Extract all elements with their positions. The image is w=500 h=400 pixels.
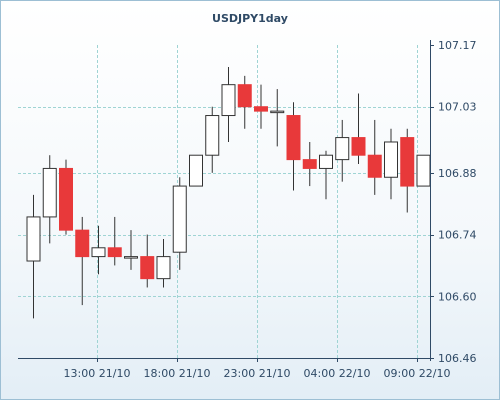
candle <box>42 155 57 244</box>
x-tick-label: 23:00 21/10 <box>224 367 291 380</box>
candle <box>319 150 333 200</box>
candle-body-up <box>270 110 285 114</box>
candle <box>400 128 415 213</box>
y-tick-label: 106.46 <box>438 352 477 365</box>
candle <box>189 154 203 187</box>
candle-body-up <box>124 256 138 259</box>
candle-body-down <box>75 229 90 258</box>
y-tick-label: 106.74 <box>438 229 477 242</box>
candle <box>205 106 220 173</box>
y-tick-label: 106.60 <box>438 290 477 303</box>
candle-body-up <box>189 154 203 187</box>
y-tick-label: 107.03 <box>438 101 477 114</box>
candle <box>416 154 431 187</box>
candle-body-down <box>367 154 382 178</box>
y-axis-ticks: 106.46 106.60 106.74 106.88 107.03 107.17 <box>430 39 477 365</box>
candle <box>59 159 73 235</box>
candle <box>75 216 90 306</box>
x-tick-label: 04:00 22/10 <box>304 367 371 380</box>
candles <box>26 67 431 319</box>
candle <box>335 119 350 182</box>
candle-body-up <box>91 247 106 258</box>
candle-body-up <box>319 154 333 169</box>
y-tick-label: 106.88 <box>438 167 477 180</box>
candle-body-down <box>254 106 268 112</box>
chart-title: USDJPY1day <box>212 12 288 25</box>
candle-body-up <box>221 84 236 117</box>
x-tick-label: 13:00 21/10 <box>64 367 131 380</box>
candle-body-up <box>205 115 220 156</box>
candle-body-down <box>59 167 73 231</box>
x-tick-label: 09:00 22/10 <box>384 367 451 380</box>
candle-body-up <box>335 137 350 161</box>
candle <box>91 225 106 275</box>
candle <box>384 128 398 200</box>
candle-body-up <box>26 216 41 262</box>
candle <box>237 75 252 129</box>
candle <box>156 238 171 288</box>
candle-body-down <box>400 137 415 187</box>
candle-body-up <box>416 154 431 187</box>
candle <box>221 67 236 142</box>
candle <box>270 89 285 147</box>
candle-body-down <box>286 115 301 161</box>
candle <box>286 102 301 191</box>
candle-body-down <box>140 256 155 280</box>
candle-body-down <box>237 84 252 108</box>
candle <box>367 119 382 195</box>
candle <box>351 93 366 165</box>
candle-body-up <box>384 141 398 178</box>
candle-body-up <box>42 167 57 218</box>
x-tick-label: 18:00 21/10 <box>144 367 211 380</box>
candle <box>254 84 268 129</box>
candle-body-up <box>172 185 187 253</box>
candle <box>302 141 317 187</box>
candle-body-up <box>156 256 171 280</box>
axes <box>18 40 433 361</box>
candle-body-down <box>107 247 122 258</box>
candle-body-down <box>351 137 366 156</box>
y-tick-label: 107.17 <box>438 39 477 52</box>
candle <box>107 216 122 266</box>
candle <box>26 194 41 319</box>
candle <box>124 230 138 270</box>
x-axis-ticks: 13:00 21/10 18:00 21/10 23:00 21/10 04:00 2… <box>64 358 451 380</box>
candle <box>140 234 155 288</box>
candle <box>172 177 187 270</box>
candle-body-down <box>302 159 317 169</box>
